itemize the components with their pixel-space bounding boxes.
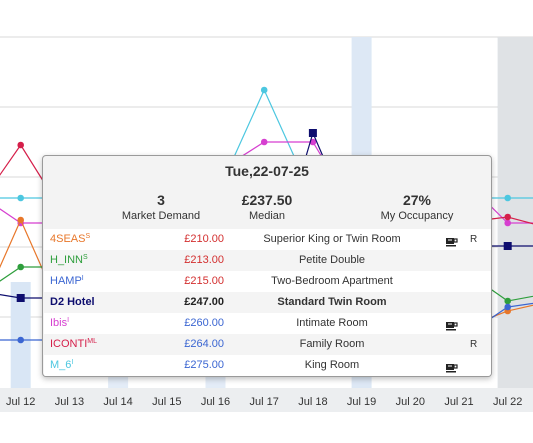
data-point[interactable] (17, 263, 25, 271)
competitor-name: H_INNS (50, 254, 88, 266)
competitor-price: £247.00 (184, 296, 224, 308)
competitor-source-tag: I (71, 359, 74, 366)
data-point[interactable] (17, 336, 25, 344)
room-type: Family Room (299, 338, 365, 350)
competitor-name: HAMPI (50, 275, 84, 287)
data-point[interactable] (504, 303, 512, 311)
breakfast-icon (446, 234, 458, 247)
data-point[interactable] (308, 129, 317, 137)
competitor-source-tag: S (85, 233, 91, 240)
competitor-rate-list: 4SEASS £210.00 Superior King or Twin Room R… (44, 229, 491, 376)
competitor-row[interactable]: M_6I £275.00 King Room (44, 355, 491, 376)
competitor-price: £275.00 (184, 359, 224, 371)
data-point[interactable] (504, 297, 512, 305)
competitor-name: M_6I (50, 359, 74, 371)
room-type: Intimate Room (296, 317, 368, 329)
competitor-price: £215.00 (184, 275, 224, 287)
date-tooltip: Tue,22-07-25 3 Market Demand £237.50 Med… (42, 155, 492, 377)
market-demand-value: 3 (157, 192, 165, 208)
room-type: Petite Double (298, 254, 366, 266)
market-demand-label: Market Demand (121, 210, 201, 222)
occupancy-stat: 27% My Occupancy (347, 192, 487, 222)
breakfast-icon (446, 360, 458, 373)
room-type: King Room (304, 359, 360, 371)
data-point[interactable] (16, 294, 25, 302)
occupancy-label: My Occupancy (380, 210, 454, 222)
data-point[interactable] (504, 194, 512, 202)
competitor-price: £260.00 (184, 317, 224, 329)
refundable-flag: R (470, 339, 478, 350)
tooltip-date: Tue,22-07-25 (225, 163, 309, 179)
breakfast-icon (446, 318, 458, 331)
competitor-name: 4SEASS (50, 233, 91, 245)
x-axis-bar (0, 388, 533, 412)
data-point[interactable] (17, 194, 25, 202)
competitor-row[interactable]: HAMPI £215.00 Two-Bedroom Apartment (44, 271, 491, 292)
competitor-row[interactable]: ICONTIML £264.00 Family Room R (44, 334, 491, 355)
competitor-name: D2 Hotel (50, 296, 95, 308)
median-label: Median (248, 210, 286, 222)
data-point[interactable] (260, 138, 268, 146)
competitor-row[interactable]: D2 Hotel £247.00 Standard Twin Room (44, 292, 491, 313)
competitor-price: £264.00 (184, 338, 224, 350)
competitor-name: ICONTIML (50, 338, 98, 350)
competitor-row[interactable]: H_INNS £213.00 Petite Double (44, 250, 491, 271)
competitor-source-tag: S (83, 254, 88, 261)
occupancy-bar (10, 282, 31, 388)
selected-day-highlight (498, 37, 533, 388)
competitor-source-tag: I (67, 317, 70, 324)
data-point[interactable] (504, 213, 512, 221)
competitor-name: IbisI (50, 317, 70, 329)
competitor-source-tag: ML (87, 338, 98, 345)
competitor-price: £210.00 (184, 233, 224, 245)
data-point[interactable] (17, 141, 25, 149)
data-point[interactable] (504, 219, 512, 227)
room-type: Superior King or Twin Room (263, 233, 401, 245)
competitor-price: £213.00 (184, 254, 224, 266)
data-point[interactable] (17, 216, 25, 224)
median-stat: £237.50 Median (197, 192, 337, 222)
data-point[interactable] (260, 86, 268, 94)
data-point[interactable] (503, 242, 512, 250)
refundable-flag: R (470, 234, 478, 245)
median-value: £237.50 (241, 192, 293, 208)
occupancy-value: 27% (402, 192, 432, 208)
competitor-source-tag: I (81, 275, 84, 282)
room-type: Two-Bedroom Apartment (271, 275, 393, 287)
market-demand-stat: 3 Market Demand (91, 192, 231, 222)
competitor-row[interactable]: IbisI £260.00 Intimate Room (44, 313, 491, 334)
room-type: Standard Twin Room (277, 296, 387, 308)
competitor-row[interactable]: 4SEASS £210.00 Superior King or Twin Room R (44, 229, 491, 250)
